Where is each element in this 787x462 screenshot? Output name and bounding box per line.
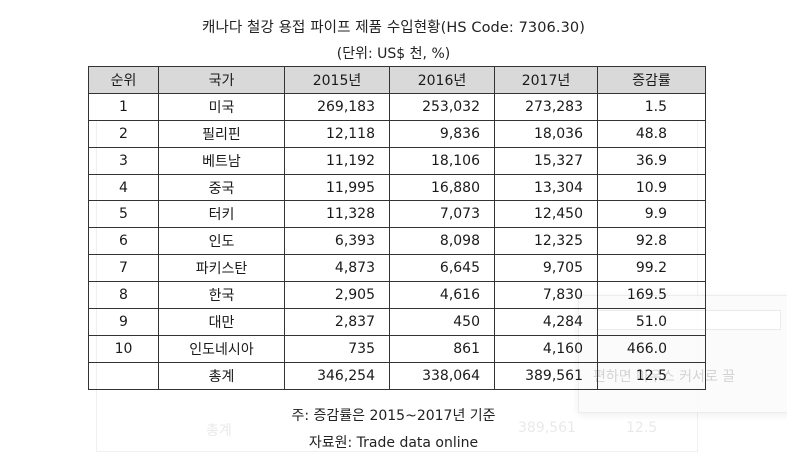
cell-change: 1.5 bbox=[597, 92, 706, 121]
cell-change: 99.2 bbox=[597, 254, 706, 283]
table-header-row: 순위 국가 2015년 2016년 2017년 증감률 bbox=[88, 66, 706, 94]
cell-country: 미국 bbox=[158, 92, 285, 121]
cell-2015: 11,192 bbox=[284, 146, 390, 175]
cell-2016: 338,064 bbox=[389, 361, 495, 390]
cell-country: 한국 bbox=[158, 281, 285, 310]
import-table: 순위 국가 2015년 2016년 2017년 증감률 1 미국 269,183… bbox=[88, 66, 706, 390]
cell-rank: 1 bbox=[88, 92, 159, 121]
cell-2015: 2,837 bbox=[284, 308, 390, 336]
cell-change: 466.0 bbox=[597, 334, 706, 363]
cell-2017: 389,561 bbox=[494, 361, 598, 390]
cell-2015: 4,873 bbox=[284, 254, 390, 283]
table-row: 10 인도네시아 735 861 4,160 466.0 bbox=[88, 334, 706, 363]
header-2015: 2015년 bbox=[284, 66, 390, 94]
cell-2017: 12,450 bbox=[494, 200, 598, 229]
cell-rank: 4 bbox=[88, 173, 159, 202]
cell-rank: 7 bbox=[88, 254, 159, 283]
table-row: 7 파키스탄 4,873 6,645 9,705 99.2 bbox=[88, 254, 706, 283]
cell-2016: 16,880 bbox=[389, 173, 495, 202]
cell-change: 10.9 bbox=[597, 173, 706, 202]
cell-2017: 15,327 bbox=[494, 146, 598, 175]
cell-rank bbox=[88, 361, 159, 390]
header-2016: 2016년 bbox=[389, 66, 495, 94]
table-row: 3 베트남 11,192 18,106 15,327 36.9 bbox=[88, 146, 706, 175]
cell-2015: 346,254 bbox=[284, 361, 390, 390]
table-row: 6 인도 6,393 8,098 12,325 92.8 bbox=[88, 227, 706, 256]
cell-2016: 7,073 bbox=[389, 200, 495, 229]
cell-2015: 11,328 bbox=[284, 200, 390, 229]
cell-2015: 2,905 bbox=[284, 281, 390, 310]
cell-change: 51.0 bbox=[597, 308, 706, 336]
cell-2015: 12,118 bbox=[284, 119, 390, 148]
header-change: 증감률 bbox=[597, 66, 706, 94]
cell-rank: 8 bbox=[88, 281, 159, 310]
cell-country: 대만 bbox=[158, 308, 285, 336]
page-title: 캐나다 철강 용접 파이프 제품 수입현황(HS Code: 7306.30) bbox=[202, 20, 585, 36]
table-row: 1 미국 269,183 253,032 273,283 1.5 bbox=[88, 92, 706, 121]
cell-rank: 10 bbox=[88, 334, 159, 363]
source-note: 자료원: Trade data online bbox=[308, 435, 479, 451]
cell-country: 필리핀 bbox=[158, 119, 285, 148]
cell-2017: 18,036 bbox=[494, 119, 598, 148]
cell-rank: 6 bbox=[88, 227, 159, 256]
cell-2015: 269,183 bbox=[284, 92, 390, 121]
cell-2017: 12,325 bbox=[494, 227, 598, 256]
table-row: 5 터키 11,328 7,073 12,450 9.9 bbox=[88, 200, 706, 229]
cell-2015: 6,393 bbox=[284, 227, 390, 256]
cell-country: 터키 bbox=[158, 200, 285, 229]
cell-2016: 861 bbox=[389, 334, 495, 363]
cell-2016: 4,616 bbox=[389, 281, 495, 310]
cell-2015: 735 bbox=[284, 334, 390, 363]
footnote: 주: 증감률은 2015~2017년 기준 bbox=[291, 408, 496, 424]
cell-2017: 9,705 bbox=[494, 254, 598, 283]
cell-country: 파키스탄 bbox=[158, 254, 285, 283]
cell-change: 36.9 bbox=[597, 146, 706, 175]
table-total-row: 총계 346,254 338,064 389,561 12.5 bbox=[88, 361, 706, 390]
cell-rank: 3 bbox=[88, 146, 159, 175]
cell-2016: 450 bbox=[389, 308, 495, 336]
header-country: 국가 bbox=[158, 66, 285, 94]
cell-change: 169.5 bbox=[597, 281, 706, 310]
cell-country: 인도네시아 bbox=[158, 334, 285, 363]
cell-country: 인도 bbox=[158, 227, 285, 256]
cell-2016: 18,106 bbox=[389, 146, 495, 175]
header-2017: 2017년 bbox=[494, 66, 598, 94]
table-row: 8 한국 2,905 4,616 7,830 169.5 bbox=[88, 281, 706, 310]
cell-change: 92.8 bbox=[597, 227, 706, 256]
cell-2017: 4,284 bbox=[494, 308, 598, 336]
cell-2017: 273,283 bbox=[494, 92, 598, 121]
table-row: 9 대만 2,837 450 4,284 51.0 bbox=[88, 308, 706, 336]
cell-2016: 6,645 bbox=[389, 254, 495, 283]
cell-change: 9.9 bbox=[597, 200, 706, 229]
cell-country: 총계 bbox=[158, 361, 285, 390]
header-rank: 순위 bbox=[88, 66, 159, 94]
cell-2017: 4,160 bbox=[494, 334, 598, 363]
table-row: 2 필리핀 12,118 9,836 18,036 48.8 bbox=[88, 119, 706, 148]
cell-2015: 11,995 bbox=[284, 173, 390, 202]
cell-rank: 5 bbox=[88, 200, 159, 229]
cell-change: 12.5 bbox=[597, 361, 706, 390]
unit-note: (단위: US$ 천, %) bbox=[336, 46, 451, 62]
cell-2016: 253,032 bbox=[389, 92, 495, 121]
cell-rank: 2 bbox=[88, 119, 159, 148]
cell-2016: 8,098 bbox=[389, 227, 495, 256]
cell-2017: 13,304 bbox=[494, 173, 598, 202]
cell-2016: 9,836 bbox=[389, 119, 495, 148]
cell-change: 48.8 bbox=[597, 119, 706, 148]
cell-2017: 7,830 bbox=[494, 281, 598, 310]
cell-rank: 9 bbox=[88, 308, 159, 336]
cell-country: 베트남 bbox=[158, 146, 285, 175]
cell-country: 중국 bbox=[158, 173, 285, 202]
table-row: 4 중국 11,995 16,880 13,304 10.9 bbox=[88, 173, 706, 202]
